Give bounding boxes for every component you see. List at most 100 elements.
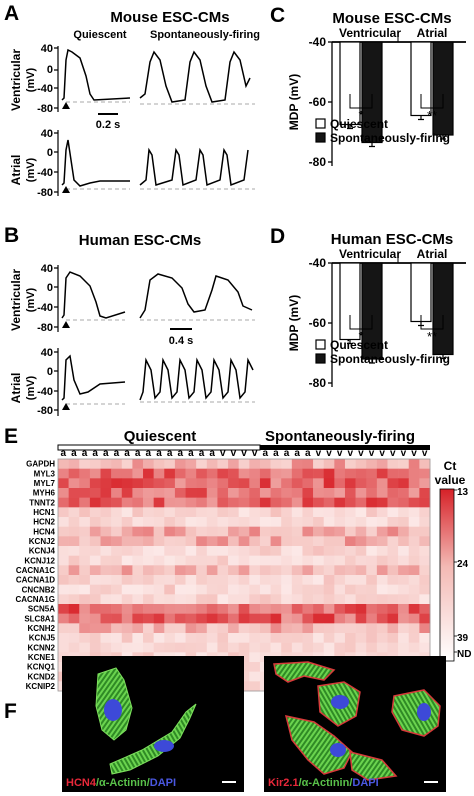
heatmap-cell [217,642,229,653]
caption-kir21-blue: DAPI [352,777,379,789]
heatmap-cell [366,565,378,576]
heatmap-cell [355,468,367,479]
heatmap-cell [387,478,399,489]
heatmap-cell [398,642,410,653]
heatmap-cell [228,497,239,508]
heatmap-cell [259,488,271,498]
heatmap-cell [153,468,165,479]
heatmap-cell [143,565,154,576]
heatmap-cell [291,488,303,498]
heatmap-cell [238,594,250,605]
heatmap-cell [281,594,293,605]
heatmap-cell [323,584,335,595]
heatmap-cell [281,555,293,566]
c-legend-label-0: Quiescent [330,117,388,131]
heatmap-cell [228,633,239,643]
c-title: Mouse ESC-CMs [332,10,451,27]
heatmap-cell [376,526,388,537]
d-bar-1-0 [410,262,432,323]
heatmap-cell [291,565,303,576]
heatmap-cell [196,459,208,469]
panel-b-axis-bottom [54,348,59,416]
heatmap-cell [68,536,80,547]
heatmap-cell [334,507,346,518]
heatmap-cell [121,536,133,547]
d-sig-0: * [358,329,363,344]
heatmap-cell [174,623,186,634]
heatmap-cell [238,575,250,585]
heatmap-cell [174,555,186,566]
micrograph-kir21-image [273,661,441,783]
d-ytick-0: -40 [309,256,327,270]
legend-tick-0: 13 [457,487,469,498]
heatmap-cell [143,507,154,518]
heatmap-col-label: v [337,448,343,459]
heatmap-cell [419,623,431,634]
heatmap-cell [100,459,112,469]
heatmap-col-label: a [209,448,215,459]
heatmap-cell [132,604,144,614]
heatmap-cell [68,642,80,653]
heatmap-cell [153,613,165,624]
heatmap-cell [259,536,271,547]
heatmap-cell [281,526,293,537]
heatmap-cell [376,517,388,527]
heatmap-cell [196,468,208,479]
heatmap-row-label: HCN1 [33,508,55,517]
heatmap-cell [313,526,325,537]
heatmap-cell [68,459,80,469]
heatmap-cell [408,517,420,527]
heatmap-cell [366,459,378,469]
heatmap-cell [259,546,271,556]
heatmap-cell [111,604,123,614]
heatmap-col-label: a [177,448,183,459]
legend-colorbar [439,488,455,662]
heatmap-cell [238,459,250,469]
d-title: Human ESC-CMs [331,231,454,248]
heatmap-cell [355,459,367,469]
heatmap-cell [302,517,314,527]
heatmap-cell [79,488,91,498]
heatmap-cell [408,555,420,566]
heatmap-cell [153,507,165,518]
b-ytick-5: 40 [41,347,53,359]
heatmap-cell [334,584,346,595]
heatmap-cell [121,517,133,527]
heatmap-cell [408,507,420,518]
heatmap-cell [132,633,144,643]
heatmap-cell [111,517,123,527]
heatmap-cell [291,575,303,585]
c-bar-0-0 [339,41,361,126]
heatmap-cell [355,555,367,566]
heatmap-cell [68,497,80,508]
d-legend-label-0: Quiescent [330,338,388,352]
heatmap-cell [238,652,250,663]
heatmap-cell [164,633,176,643]
heatmap-cell [376,633,388,643]
heatmap-cell [100,575,112,585]
heatmap-cell [132,459,144,469]
heatmap-cell [121,478,133,489]
a-ytick-6: 0 [47,147,53,159]
heatmap-cell [153,488,165,498]
caption-kir21-red: Kir2.1 [268,777,299,789]
heatmap-cell [58,575,69,585]
heatmap-cell [79,526,91,537]
heatmap-cell [143,633,154,643]
heatmap-cell [111,565,123,576]
heatmap-row-label: SCN5A [28,605,55,614]
heatmap-cell [217,526,229,537]
heatmap-cell [164,613,176,624]
heatmap-cell [408,594,420,605]
heatmap-cell [376,623,388,634]
heatmap-cell [366,555,378,566]
heatmap-cell [228,468,239,479]
heatmap-cell [206,536,218,547]
micrograph-hcn4-image [95,667,236,783]
heatmap-cell [313,497,325,508]
heatmap-cell [344,507,356,518]
d-panel-letter: D [270,225,285,248]
heatmap-cell [366,584,378,595]
heatmap-row-label: MYL3 [34,469,56,478]
heatmap-cell [291,507,303,518]
